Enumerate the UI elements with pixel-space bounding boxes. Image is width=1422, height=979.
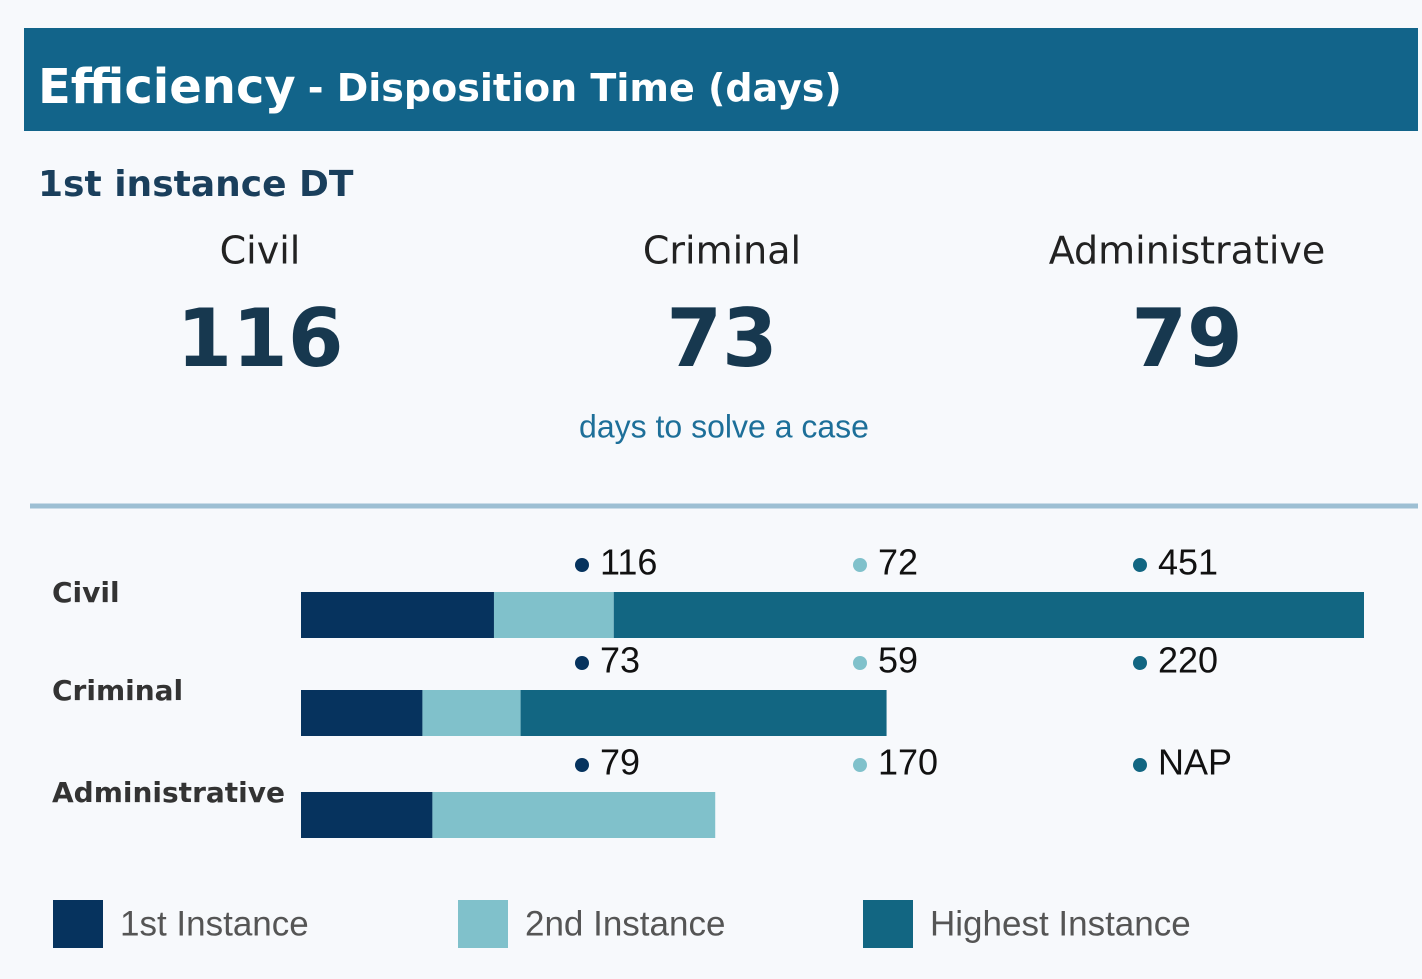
kpi-title: 1st instance DT bbox=[38, 164, 354, 205]
header-title: Efficiency bbox=[38, 59, 296, 115]
kpi-value: 79 bbox=[1131, 292, 1242, 385]
value-label: NAP bbox=[1158, 742, 1232, 783]
category-label: Administrative bbox=[52, 776, 285, 809]
kpi-label: Criminal bbox=[643, 229, 801, 273]
label-dot bbox=[1133, 558, 1147, 572]
label-dot bbox=[575, 558, 589, 572]
bar-segment bbox=[422, 690, 521, 736]
bar-segment bbox=[301, 592, 494, 638]
value-label: 59 bbox=[878, 640, 918, 681]
value-label: 170 bbox=[878, 742, 938, 783]
legend-label: 1st Instance bbox=[120, 904, 309, 943]
value-label: 220 bbox=[1158, 640, 1218, 681]
label-dot bbox=[1133, 758, 1147, 772]
value-label: 451 bbox=[1158, 542, 1218, 583]
legend-swatch bbox=[53, 900, 103, 948]
value-label: 73 bbox=[600, 640, 640, 681]
value-label: 116 bbox=[600, 542, 657, 583]
label-dot bbox=[853, 758, 867, 772]
header: Efficiency - Disposition Time (days) bbox=[38, 59, 842, 115]
label-dot bbox=[575, 656, 589, 670]
bar-segment bbox=[301, 792, 433, 838]
bar-segment bbox=[432, 792, 716, 838]
label-dot bbox=[853, 558, 867, 572]
kpi-value: 116 bbox=[177, 292, 344, 385]
kpi-caption: days to solve a case bbox=[579, 408, 869, 444]
header-subtitle: - Disposition Time (days) bbox=[308, 66, 842, 110]
legend-label: Highest Instance bbox=[930, 904, 1191, 943]
legend-label: 2nd Instance bbox=[525, 904, 725, 943]
header-band bbox=[24, 28, 1418, 131]
category-label: Criminal bbox=[52, 674, 183, 707]
value-label: 79 bbox=[600, 742, 640, 783]
kpi-label: Civil bbox=[220, 229, 301, 273]
bar-segment bbox=[301, 690, 423, 736]
category-label: Civil bbox=[52, 576, 120, 609]
label-dot bbox=[1133, 656, 1147, 670]
bar-segment bbox=[520, 690, 887, 736]
bar-segment bbox=[493, 592, 614, 638]
label-dot bbox=[575, 758, 589, 772]
kpi-value: 73 bbox=[666, 292, 777, 385]
legend-swatch bbox=[458, 900, 508, 948]
label-dot bbox=[853, 656, 867, 670]
bar-segment bbox=[613, 592, 1364, 638]
value-label: 72 bbox=[878, 542, 918, 583]
legend-swatch bbox=[863, 900, 913, 948]
kpi-label: Administrative bbox=[1049, 229, 1326, 273]
